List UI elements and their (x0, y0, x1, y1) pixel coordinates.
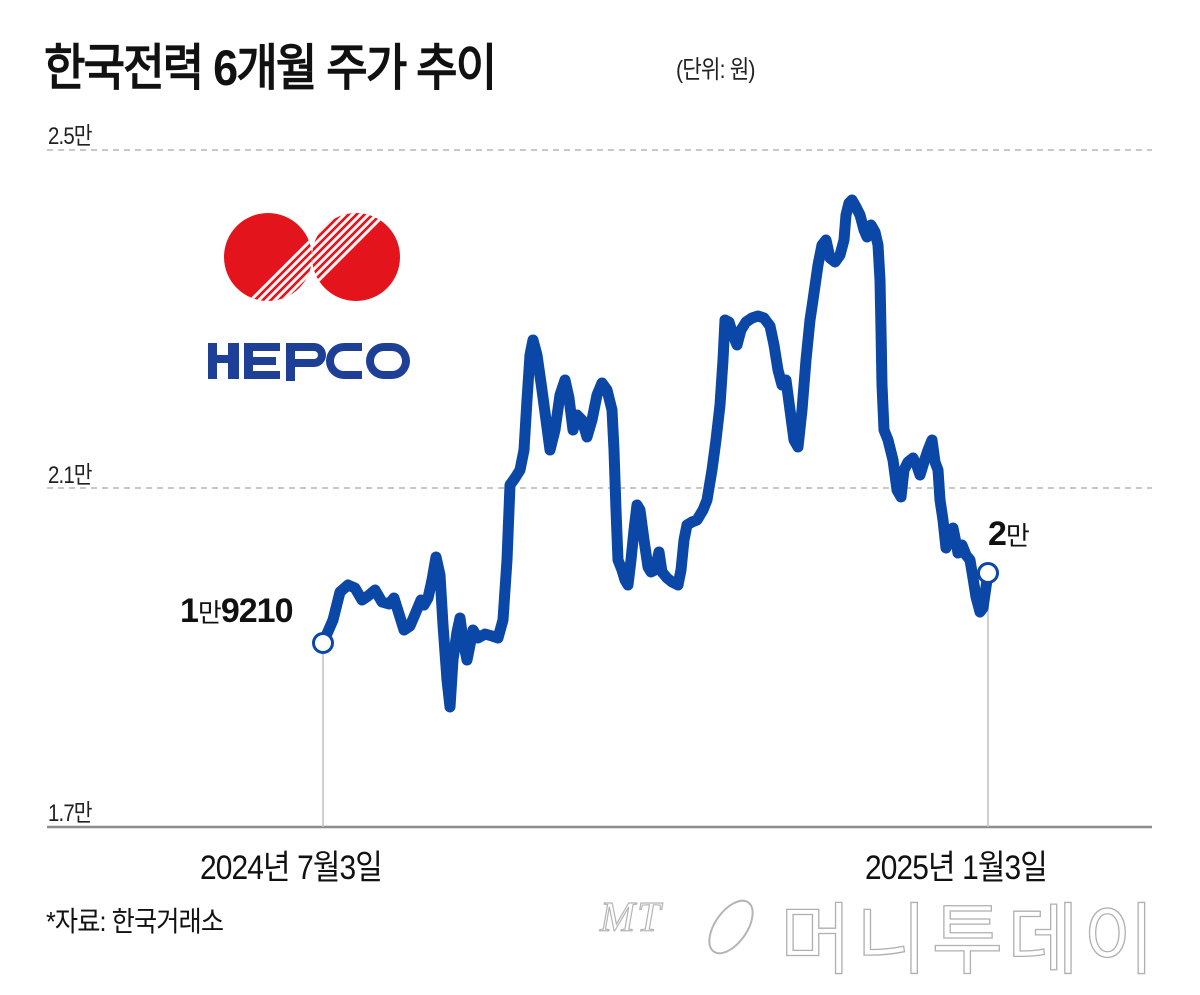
start-value-suffix: 9210 (220, 592, 294, 630)
start-value-unit: 만 (197, 598, 222, 628)
y-tick-17000: 1.7만 (48, 800, 93, 827)
end-value-label: 2만 (988, 515, 1030, 554)
chart-title: 한국전력 6개월 주가 추이 (44, 40, 497, 96)
unit-label: (단위: 원) (676, 56, 756, 84)
watermark-mt: MT (599, 894, 663, 941)
end-point-marker (977, 562, 999, 584)
y-tick-25000: 2.5만 (48, 123, 93, 150)
x-label-end: 2025년 1월3일 (865, 849, 1048, 887)
end-value-unit: 만 (1005, 521, 1030, 551)
kepco-logo (204, 195, 414, 395)
start-point-marker (312, 632, 334, 654)
start-value-prefix: 1 (180, 592, 199, 630)
y-tick-21000: 2.1만 (48, 462, 93, 489)
start-value-label: 1만9210 (180, 592, 294, 631)
end-value-prefix: 2 (988, 515, 1007, 553)
source-note: *자료: 한국거래소 (46, 906, 224, 937)
price-line (317, 194, 994, 713)
watermark-swoosh-icon (708, 899, 754, 955)
x-label-start: 2024년 7월3일 (200, 849, 383, 887)
watermark-name: 머니투데이 (779, 895, 1159, 984)
kepco-emblem-icon (208, 213, 410, 381)
